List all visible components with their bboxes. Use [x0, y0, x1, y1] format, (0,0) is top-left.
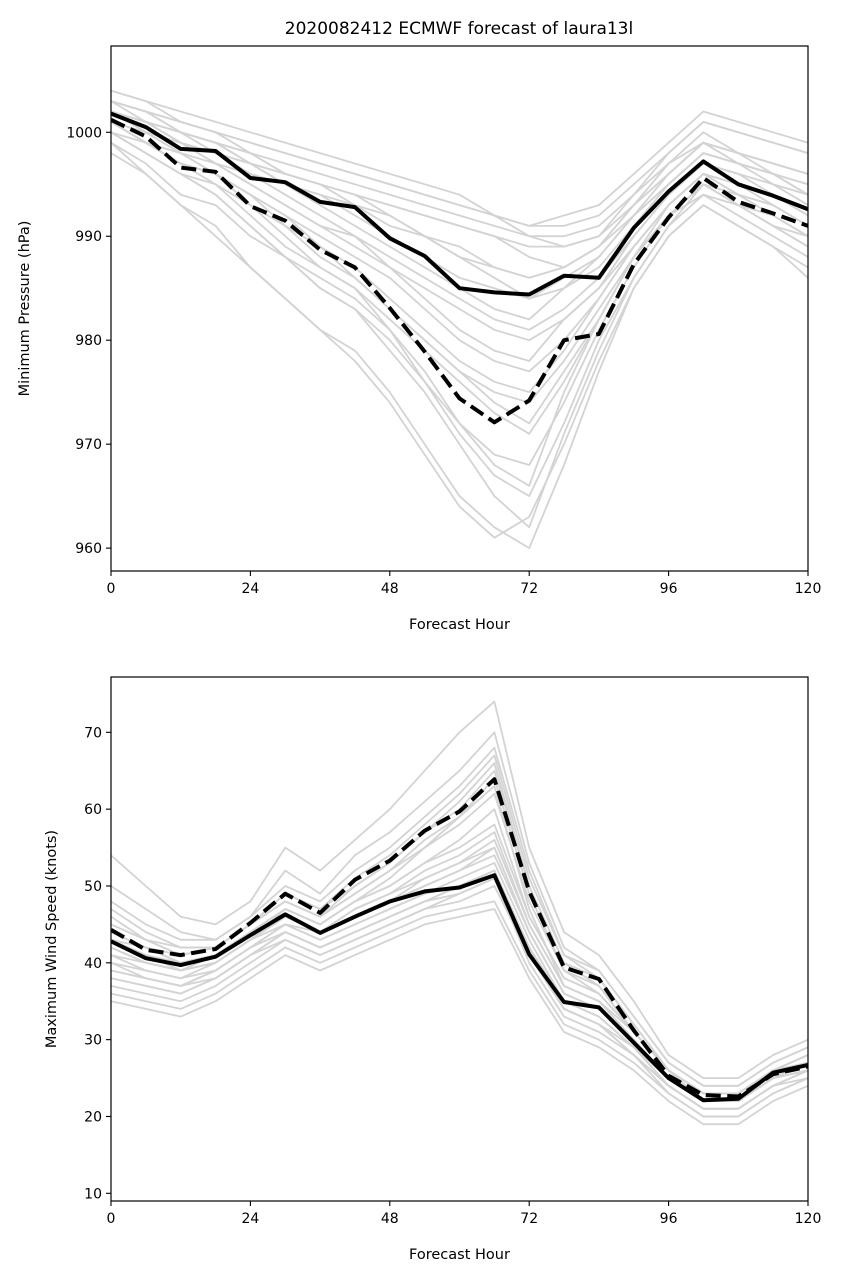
pressure-x-tick-label: 48 [381, 581, 399, 597]
pressure-y-tick-label: 980 [75, 333, 102, 349]
wind-y-axis-label: Maximum Wind Speed (knots) [44, 830, 60, 1048]
wind-x-tick-label: 48 [381, 1211, 399, 1227]
pressure-y-tick-label: 970 [75, 437, 102, 453]
chart-title: 2020082412 ECMWF forecast of laura13l [285, 19, 633, 39]
wind-y-tick-label: 30 [84, 1033, 102, 1049]
pressure-x-tick-label: 72 [520, 581, 538, 597]
wind-ensemble-line-21 [111, 908, 808, 1126]
pressure-x-tick-label: 24 [241, 581, 259, 597]
wind-x-axis-label: Forecast Hour [409, 1247, 510, 1263]
wind-panel: 0 24 48 72 96 120 10 20 30 40 50 60 70 Forecast Hour M… [44, 676, 822, 1263]
wind-solid-mean-line [111, 873, 808, 1103]
wind-plot-area [111, 700, 808, 1126]
wind-y-tick-label: 10 [84, 1186, 102, 1202]
wind-x-tick-label: 72 [520, 1211, 538, 1227]
pressure-ensemble-line-20 [111, 100, 808, 227]
pressure-panel: 0 24 48 72 96 120 960 970 980 990 1000 Forecast Hou… [17, 45, 822, 633]
wind-y-tick-label: 40 [84, 956, 102, 972]
pressure-x-tick-label: 96 [660, 581, 678, 597]
wind-x-tick-label: 0 [107, 1211, 116, 1227]
wind-axes-frame [110, 676, 809, 1202]
pressure-x-tick-label: 0 [107, 581, 116, 597]
pressure-axes-frame [110, 45, 809, 572]
pressure-dashed-mean-line [111, 117, 808, 425]
pressure-y-tick-label: 1000 [66, 125, 102, 141]
pressure-ensemble-line-24 [111, 131, 808, 466]
pressure-ensemble-line-21 [111, 152, 808, 539]
pressure-ensemble-line-6 [111, 141, 808, 529]
wind-ensemble-line-20 [111, 746, 808, 1087]
pressure-ensemble-line-23 [111, 110, 808, 300]
pressure-x-tick-label: 120 [795, 581, 822, 597]
pressure-plot-area [111, 89, 808, 549]
pressure-ensemble-line-25 [111, 100, 808, 248]
pressure-y-tick-label: 960 [75, 541, 102, 557]
wind-x-tick-label: 96 [660, 1211, 678, 1227]
wind-y-tick-label: 50 [84, 879, 102, 895]
wind-y-tick-label: 60 [84, 802, 102, 818]
wind-y-tick-label: 70 [84, 725, 102, 741]
pressure-ensemble-line-10 [111, 131, 808, 498]
pressure-x-axis-label: Forecast Hour [409, 617, 510, 633]
wind-x-tick-label: 120 [795, 1211, 822, 1227]
pressure-solid-mean-line [111, 111, 808, 297]
wind-y-tick-label: 20 [84, 1109, 102, 1125]
wind-x-tick-label: 24 [241, 1211, 259, 1227]
wind-dashed-mean-line [111, 777, 808, 1099]
pressure-y-axis-label: Minimum Pressure (hPa) [17, 221, 33, 397]
wind-ensemble-line-12 [111, 700, 808, 1079]
pressure-y-tick-label: 990 [75, 229, 102, 245]
